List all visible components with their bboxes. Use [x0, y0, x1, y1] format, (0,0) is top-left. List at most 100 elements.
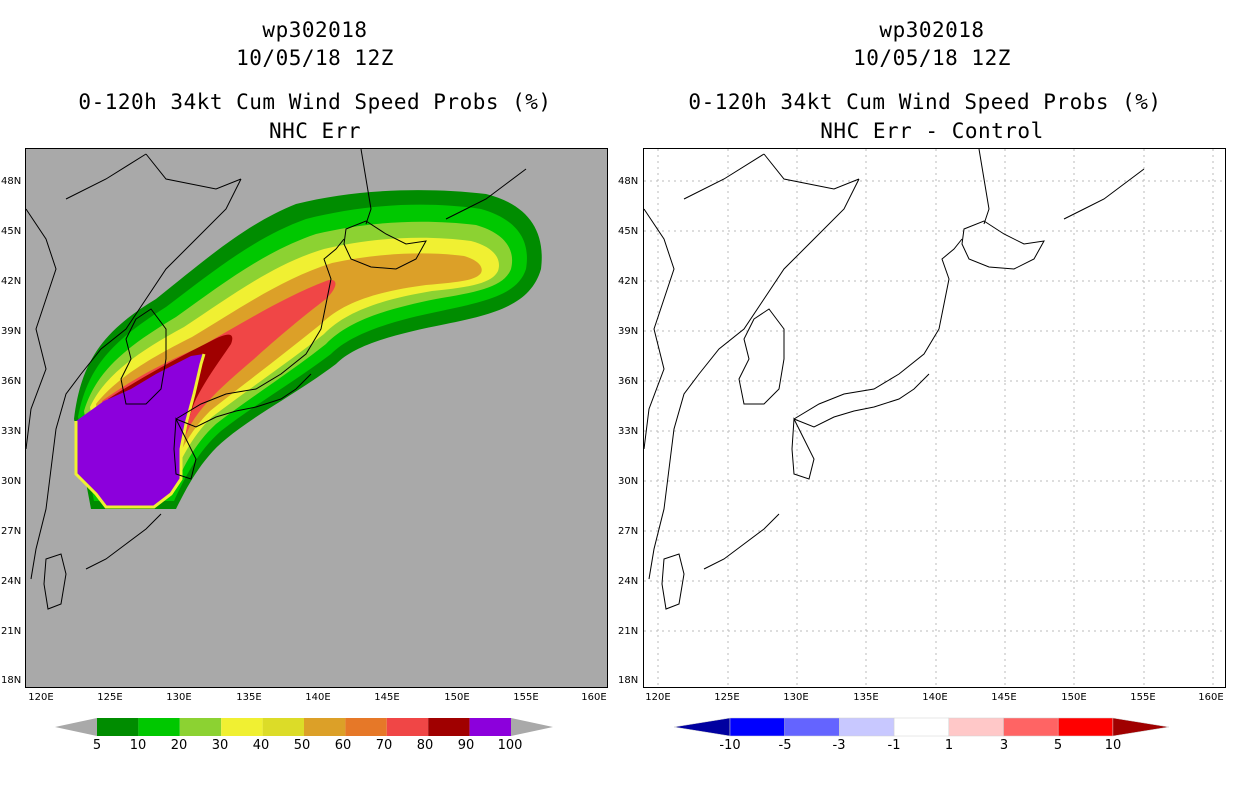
left-title-scenario: NHC Err	[268, 119, 361, 143]
lon-label: 125E	[714, 692, 740, 703]
lon-label: 135E	[236, 692, 262, 703]
lat-label: 21N	[618, 626, 639, 637]
colorbar-label: 20	[170, 738, 188, 753]
colorbar-cell	[893, 717, 950, 737]
colorbar-label: 3	[999, 738, 1009, 753]
lat-label: 30N	[1, 476, 22, 487]
lat-label: 45N	[618, 226, 639, 237]
left-map-panel	[25, 148, 608, 688]
lon-label: 145E	[374, 692, 400, 703]
colorbar-label: 10	[1104, 738, 1122, 753]
lat-label: 18N	[1, 675, 22, 686]
colorbar-label: -5	[778, 738, 792, 753]
coast-ryukyu	[703, 513, 780, 570]
coast-asia-mainland	[643, 153, 860, 580]
coast-sakhalin	[360, 148, 372, 225]
colorbar-cell	[729, 717, 785, 737]
colorbar-cell	[97, 718, 139, 736]
coast-korea	[120, 308, 167, 405]
right-title-datetime: 10/05/18 12Z	[853, 46, 1011, 70]
lat-label: 48N	[1, 176, 22, 187]
lon-label: 160E	[1198, 692, 1224, 703]
right-map-svg	[643, 148, 1224, 686]
coast-japan-kyushu	[173, 417, 197, 480]
colorbar-label: 1	[944, 738, 954, 753]
prob-contour-100-edge	[74, 353, 206, 509]
coast-japan-honshu	[793, 238, 963, 428]
lat-label: 33N	[1, 426, 22, 437]
lon-label: 130E	[166, 692, 192, 703]
colorbar-cell	[469, 718, 511, 736]
lat-label: 30N	[618, 476, 639, 487]
colorbar-label: 90	[457, 738, 475, 753]
coastlines	[25, 148, 527, 610]
right-title-storm-id: wp302018	[879, 18, 985, 42]
lon-label: 135E	[853, 692, 879, 703]
probability-shading	[74, 190, 542, 509]
lat-label: 36N	[618, 376, 639, 387]
lon-label: 145E	[991, 692, 1017, 703]
colorbar-label: 70	[375, 738, 393, 753]
lat-label: 39N	[618, 326, 639, 337]
lat-label: 36N	[1, 376, 22, 387]
colorbar-label: 80	[416, 738, 434, 753]
colorbar-label: 60	[334, 738, 352, 753]
coastlines-right	[643, 148, 1145, 610]
coast-kurils	[1063, 168, 1145, 220]
coast-japan-hokkaido	[961, 220, 1045, 270]
colorbar-cell	[304, 718, 346, 736]
colorbar-cell	[386, 718, 429, 736]
coast-korea	[738, 308, 785, 405]
right-colorbar	[674, 717, 1169, 737]
lat-label: 24N	[1, 576, 22, 587]
lat-label: 21N	[1, 626, 22, 637]
lon-label: 130E	[783, 692, 809, 703]
colorbar-cell	[1057, 717, 1114, 737]
lon-label: 125E	[97, 692, 123, 703]
colorbar-cell	[1112, 717, 1169, 737]
coast-japan-kyushu	[791, 417, 815, 480]
colorbar-over-triangle	[511, 718, 553, 736]
colorbar-label: 5	[1053, 738, 1063, 753]
right-map-panel	[643, 148, 1226, 688]
lon-label: 140E	[305, 692, 331, 703]
lat-label: 27N	[618, 526, 639, 537]
colorbar-under-triangle	[55, 718, 97, 736]
colorbar-cell	[948, 717, 1004, 737]
colorbar-label: -1	[887, 738, 901, 753]
colorbar-label: 5	[92, 738, 102, 753]
coast-taiwan	[43, 553, 67, 610]
colorbar-cell	[138, 718, 180, 736]
coast-japan-hokkaido	[343, 220, 427, 270]
lon-label: 120E	[645, 692, 671, 703]
lon-label: 120E	[28, 692, 54, 703]
colorbar-label: -3	[832, 738, 846, 753]
colorbar-label: 100	[497, 738, 523, 753]
lon-label: 150E	[444, 692, 470, 703]
colorbar-cell	[784, 717, 840, 737]
lat-label: 42N	[618, 276, 639, 287]
lon-label: 140E	[922, 692, 948, 703]
lat-label: 18N	[618, 675, 639, 686]
colorbar-label: 40	[252, 738, 270, 753]
colorbar-label: 10	[129, 738, 147, 753]
prob-contour-100	[76, 354, 204, 507]
coast-taiwan	[661, 553, 685, 610]
lat-label: 45N	[1, 226, 22, 237]
left-title-datetime: 10/05/18 12Z	[236, 46, 394, 70]
colorbar-cell	[345, 718, 387, 736]
lat-label: 27N	[1, 526, 22, 537]
colorbar-cell	[1003, 717, 1059, 737]
lon-label: 155E	[513, 692, 539, 703]
prob-contour-50	[96, 253, 482, 481]
coast-japan-honshu	[175, 238, 345, 428]
colorbar-cell	[221, 718, 263, 736]
right-title-scenario: NHC Err - Control	[820, 119, 1044, 143]
left-colorbar	[55, 718, 553, 736]
gridlines	[644, 149, 1224, 686]
lat-label: 39N	[1, 326, 22, 337]
colorbar-cell	[262, 718, 304, 736]
colorbar-cell	[428, 718, 470, 736]
left-title-product: 0-120h 34kt Cum Wind Speed Probs (%)	[78, 90, 552, 114]
coast-ryukyu	[85, 513, 162, 570]
